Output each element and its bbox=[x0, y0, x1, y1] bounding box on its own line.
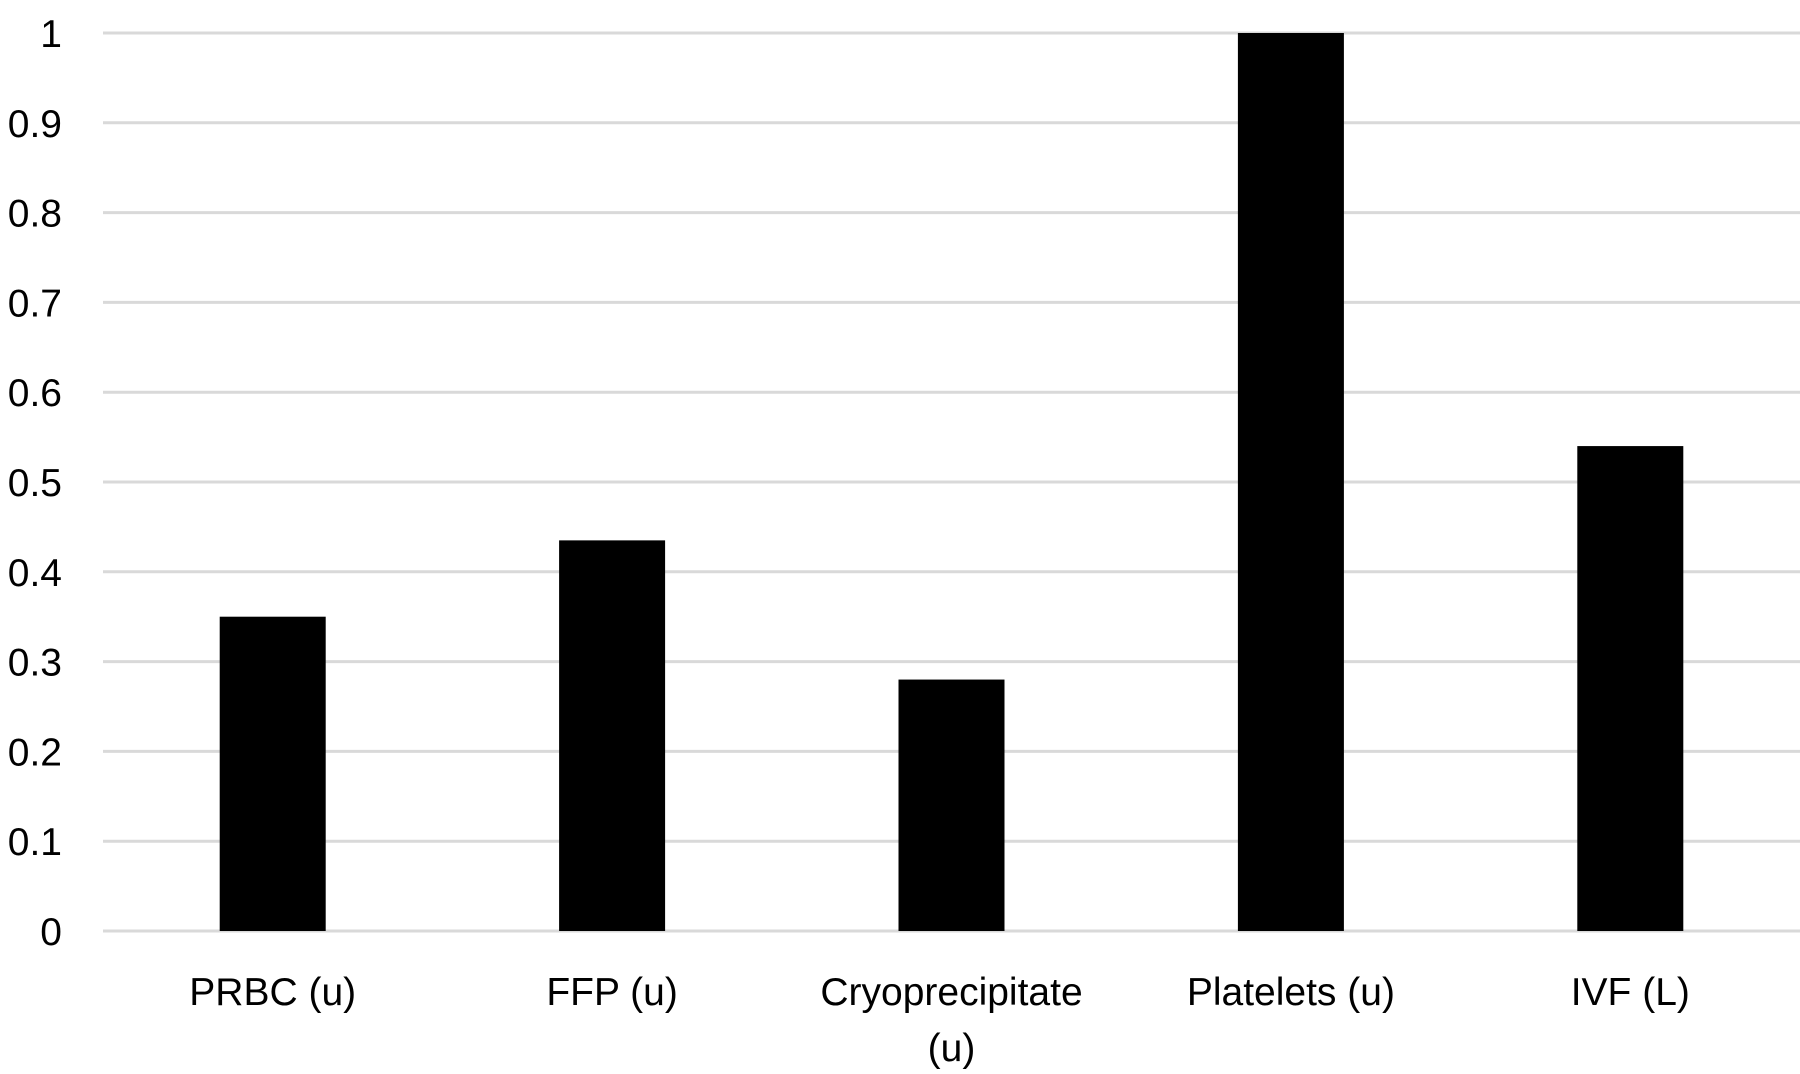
x-axis-labels: PRBC (u) FFP (u) Cryoprecipitate (u) Platele… bbox=[189, 971, 1690, 1070]
y-tick-label: 0.7 bbox=[8, 282, 62, 325]
x-category-label: Cryoprecipitate (u) bbox=[820, 971, 1082, 1070]
bar bbox=[559, 540, 666, 931]
y-tick-label: 0.5 bbox=[8, 462, 62, 505]
bar bbox=[898, 679, 1005, 931]
y-tick-label: 0.8 bbox=[8, 193, 62, 236]
x-category-label-line: Cryoprecipitate bbox=[820, 971, 1082, 1014]
x-category-label-line: IVF (L) bbox=[1571, 971, 1690, 1014]
gridlines bbox=[103, 31, 1800, 933]
x-category-label: FFP (u) bbox=[546, 971, 677, 1014]
y-tick-label: 0.2 bbox=[8, 731, 62, 774]
bar bbox=[1237, 33, 1344, 931]
x-category-label-line: FFP (u) bbox=[546, 971, 677, 1014]
x-category-label-line: Platelets (u) bbox=[1187, 971, 1395, 1014]
y-tick-label: 0.9 bbox=[8, 103, 62, 146]
x-category-label-line: PRBC (u) bbox=[189, 971, 356, 1014]
x-category-label-line: (u) bbox=[928, 1027, 976, 1070]
x-category-label: Platelets (u) bbox=[1187, 971, 1395, 1014]
x-category-label: PRBC (u) bbox=[189, 971, 356, 1014]
x-category-label: IVF (L) bbox=[1571, 971, 1690, 1014]
y-tick-label: 0.1 bbox=[8, 821, 62, 864]
bar bbox=[219, 616, 326, 931]
y-tick-label: 0.4 bbox=[8, 552, 62, 595]
y-axis-ticks: 0 0.1 0.2 0.3 0.4 0.5 0.6 0.7 0.8 0.9 1 bbox=[8, 13, 62, 954]
y-tick-label: 0 bbox=[40, 911, 62, 954]
bar bbox=[1577, 446, 1684, 931]
y-tick-label: 0.6 bbox=[8, 372, 62, 415]
y-tick-label: 0.3 bbox=[8, 642, 62, 685]
bars bbox=[219, 33, 1684, 931]
y-tick-label: 1 bbox=[40, 13, 62, 56]
